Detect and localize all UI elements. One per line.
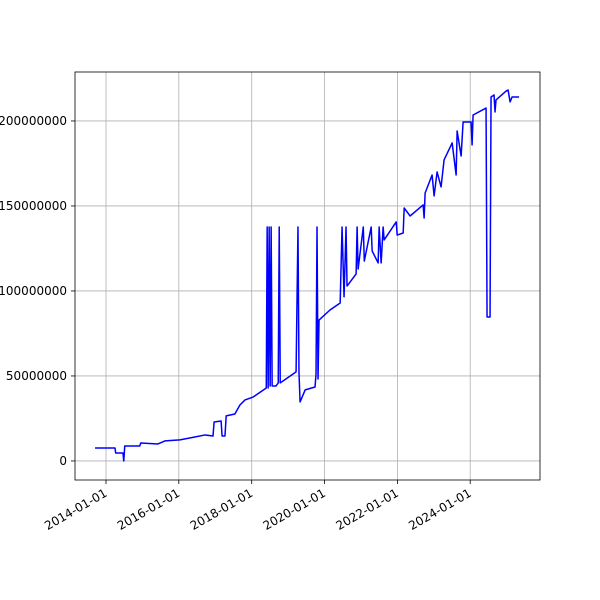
y-tick-label: 50000000 xyxy=(6,369,67,383)
y-tick-label: 150000000 xyxy=(0,199,67,213)
x-tick-label: 2020-01-01 xyxy=(261,486,328,533)
data-line xyxy=(95,89,520,462)
plot-frame xyxy=(74,71,541,481)
x-tick-label: 2024-01-01 xyxy=(406,486,473,533)
x-tick-label: 2018-01-01 xyxy=(188,486,255,533)
y-tick-label: 200000000 xyxy=(0,114,67,128)
x-tick-label: 2014-01-01 xyxy=(42,486,109,533)
y-tick-label: 0 xyxy=(59,454,67,468)
x-tick-label: 2016-01-01 xyxy=(115,486,182,533)
x-tick-label: 2022-01-01 xyxy=(333,486,400,533)
y-tick-label: 100000000 xyxy=(0,284,67,298)
